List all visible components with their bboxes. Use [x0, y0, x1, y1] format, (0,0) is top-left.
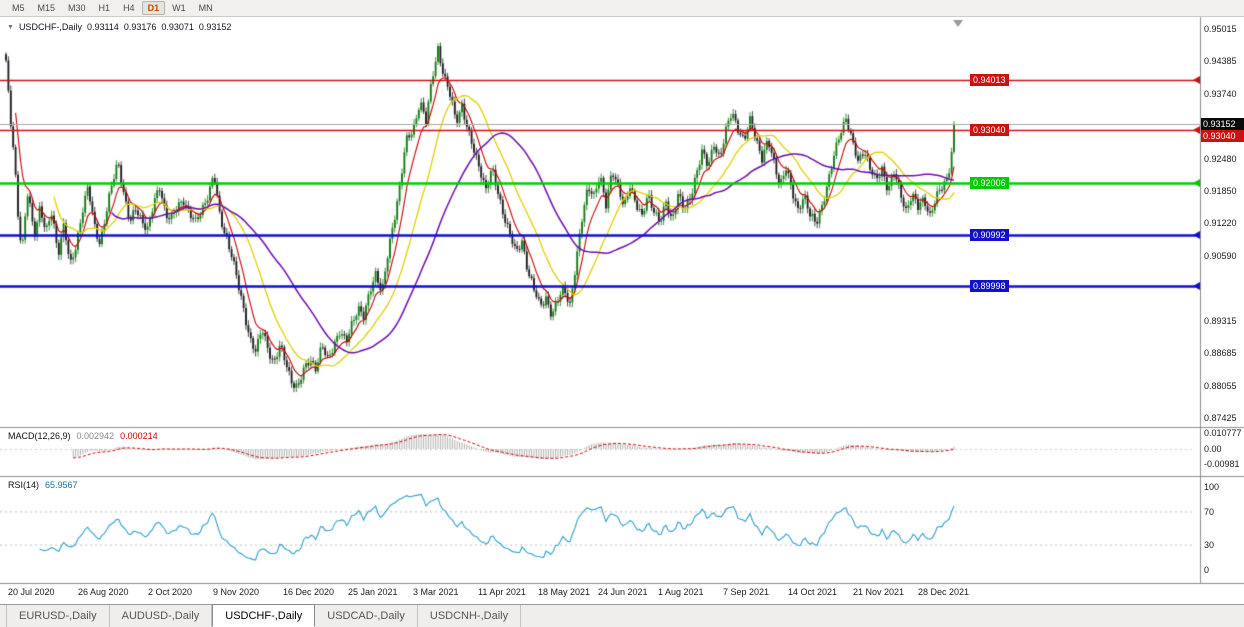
timeframe-button-h1[interactable]: H1 — [98, 3, 111, 13]
date-axis-label: 7 Sep 2021 — [723, 587, 770, 597]
timeframe-toolbar: M5 M15 M30 H1 H4 D1 W1 MN — [0, 0, 1244, 17]
timeframe-button-mn[interactable]: MN — [198, 3, 213, 13]
date-axis-label: 24 Jun 2021 — [598, 587, 648, 597]
level-price-badge: 0.93040 — [970, 123, 1009, 136]
price-axis-label: 0.91850 — [1204, 186, 1237, 196]
rsi-axis-label: 100 — [1204, 482, 1220, 492]
rsi-axis-label: 30 — [1204, 540, 1215, 551]
date-axis-label: 11 Apr 2021 — [478, 587, 526, 597]
macd-axis-label: -0.00981 — [1204, 458, 1240, 469]
price-axis-label: 0.93740 — [1204, 89, 1237, 100]
price-axis-label: 0.91220 — [1204, 218, 1237, 229]
chart-title: USDCHF-,Daily — [18, 22, 82, 32]
level-price-badge: 0.92006 — [970, 177, 1009, 189]
price-axis-label: 0.88685 — [1204, 348, 1237, 359]
date-axis-label: 26 Aug 2020 — [78, 587, 129, 597]
chart-header: ▼ USDCHF-,Daily 0.93114 0.93176 0.93071 … — [7, 22, 231, 32]
chart-tab-bar: EURUSD-,Daily AUDUSD-,Daily USDCHF-,Daily U… — [0, 604, 1244, 627]
rsi-axis-label: 70 — [1204, 506, 1215, 517]
rsi-axis-label: 0 — [1204, 565, 1210, 575]
tab-usdchf-daily[interactable]: USDCHF-,Daily — [212, 604, 316, 627]
price-axis-label: 0.95015 — [1204, 23, 1237, 34]
symbol-dropdown-icon[interactable]: ▼ — [7, 23, 14, 31]
price-axis-label: 0.94385 — [1204, 56, 1237, 66]
macd-axis-label: 0.00 — [1204, 444, 1222, 454]
timeframe-button-w1[interactable]: W1 — [172, 3, 186, 13]
price-scale[interactable] — [1201, 17, 1244, 583]
tab-eurusd-daily[interactable]: EURUSD-,Daily — [6, 605, 110, 627]
ohlc-close: 0.93152 — [198, 22, 232, 32]
price-axis-label: 0.90590 — [1204, 250, 1237, 261]
tab-usdcad-daily[interactable]: USDCAD-,Daily — [315, 605, 418, 627]
rsi-value: 65.9567 — [45, 480, 78, 490]
tab-audusd-daily[interactable]: AUDUSD-,Daily — [110, 605, 213, 627]
current-price-badge: 0.93152 — [1201, 118, 1244, 130]
date-axis-label: 2 Oct 2020 — [148, 587, 193, 597]
rsi-label: RSI(14) 65.9567 — [8, 480, 78, 490]
timeframe-button-h4[interactable]: H4 — [123, 3, 135, 13]
level-price-badge: 0.90992 — [970, 229, 1009, 241]
macd-label: MACD(12,26,9) 0.002942 0.000214 — [8, 431, 158, 441]
date-axis-label: 1 Aug 2021 — [658, 587, 704, 597]
date-axis-label: 16 Dec 2020 — [283, 587, 335, 597]
macd-axis-label: 0.010777 — [1204, 427, 1242, 438]
timeframe-button-m15[interactable]: M15 — [37, 3, 56, 13]
date-axis-label: 25 Jan 2021 — [348, 587, 398, 597]
level-price-badge: 0.89998 — [970, 279, 1009, 292]
date-axis-label: 14 Oct 2021 — [788, 587, 838, 597]
ohlc-low: 0.93071 — [161, 22, 194, 32]
date-axis-label: 3 Mar 2021 — [413, 587, 459, 597]
ohlc-high: 0.93176 — [123, 22, 157, 32]
ohlc-open: 0.93114 — [86, 22, 119, 32]
price-axis-label: 0.92480 — [1204, 153, 1237, 164]
tab-usdcnh-daily[interactable]: USDCNH-,Daily — [418, 605, 522, 627]
timeframe-button-m30[interactable]: M30 — [68, 3, 86, 13]
date-axis-label: 20 Jul 2020 — [8, 587, 55, 597]
macd-name: MACD(12,26,9) — [8, 431, 71, 441]
date-axis-label: 21 Nov 2021 — [853, 587, 905, 597]
macd-main-value: 0.002942 — [76, 431, 115, 441]
date-axis-label: 28 Dec 2021 — [918, 587, 970, 597]
level-price-badge: 0.94013 — [970, 74, 1009, 87]
level-price-badge-scale: 0.93040 — [1201, 130, 1244, 142]
rsi-name: RSI(14) — [8, 480, 40, 490]
macd-signal-value: 0.000214 — [120, 431, 158, 441]
date-axis-label: 18 May 2021 — [538, 587, 591, 597]
price-axis-label: 0.89315 — [1204, 316, 1237, 326]
price-axis-label: 0.87425 — [1204, 412, 1237, 423]
timeframe-button-m5[interactable]: M5 — [12, 3, 25, 13]
timeframe-button-d1[interactable]: D1 — [141, 1, 166, 15]
price-axis-label: 0.88055 — [1204, 380, 1237, 391]
date-axis-label: 9 Nov 2020 — [213, 587, 260, 597]
